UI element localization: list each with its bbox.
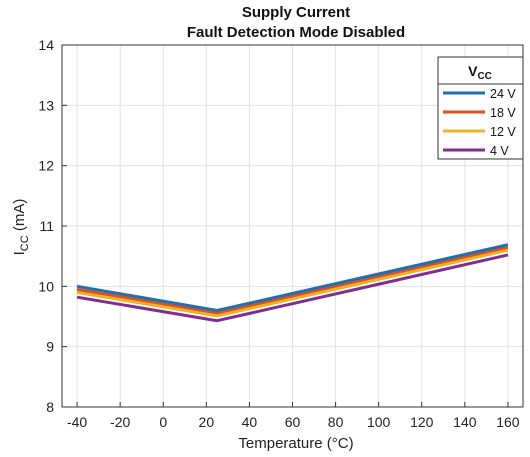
legend-entry-label: 24 V <box>490 87 516 101</box>
x-tick-label: 60 <box>285 414 301 430</box>
y-tick-label: 14 <box>38 37 54 53</box>
y-tick-label: 12 <box>38 158 54 174</box>
x-tick-label: 120 <box>410 414 434 430</box>
y-tick-label: 10 <box>38 278 54 294</box>
y-tick-label: 13 <box>38 97 54 113</box>
series-line-24v <box>76 243 509 312</box>
y-axis-label-sub: CC <box>19 235 31 251</box>
chart-subtitle: Fault Detection Mode Disabled <box>187 24 405 41</box>
x-tick-label: 80 <box>328 414 344 430</box>
legend-title-sub: CC <box>477 71 491 82</box>
y-axis-label: ICC (mA) <box>11 199 31 256</box>
legend-entry-label: 12 V <box>490 125 516 139</box>
series-lines <box>76 243 509 323</box>
x-tick-label: 140 <box>453 414 477 430</box>
x-tick-label: 40 <box>242 414 258 430</box>
y-axis-label-unit: (mA) <box>11 199 28 236</box>
x-tick-label: -40 <box>67 414 87 430</box>
y-tick-label: 11 <box>39 218 54 234</box>
legend-title: VCC <box>468 63 492 82</box>
series-line-4v <box>76 253 509 323</box>
legend-box <box>437 56 524 160</box>
x-tick-label: 100 <box>367 414 391 430</box>
y-tick-label: 8 <box>46 399 54 415</box>
x-tick-label: 160 <box>496 414 520 430</box>
axis-ticks: -40 -20 0 20 40 60 80 100 120 140 160 8 9 10 11 12 13 14 <box>38 37 519 430</box>
legend-entry-label: 18 V <box>490 106 516 120</box>
y-tick-label: 9 <box>46 339 54 355</box>
series-line-18v <box>76 245 509 315</box>
y-axis-label-main: I <box>11 251 28 255</box>
x-tick-label: 0 <box>159 414 167 430</box>
legend: VCC 24 V 18 V 12 V 4 V <box>437 56 524 160</box>
x-tick-label: 20 <box>199 414 215 430</box>
legend-entry-label: 4 V <box>490 144 509 158</box>
legend-title-main: V <box>468 63 478 79</box>
chart-title: Supply Current <box>242 4 350 21</box>
x-axis-label: Temperature (°C) <box>238 435 353 452</box>
x-tick-label: -20 <box>110 414 130 430</box>
series-line-12v <box>76 248 509 318</box>
legend-items: 24 V 18 V 12 V 4 V <box>443 87 516 158</box>
